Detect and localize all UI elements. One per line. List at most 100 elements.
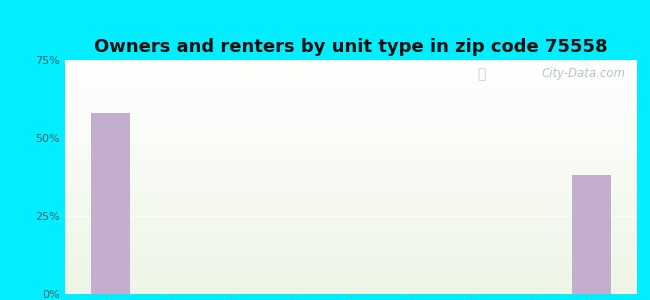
Bar — [65, 271, 637, 273]
Bar — [65, 221, 637, 224]
Bar — [65, 90, 637, 93]
Bar — [65, 200, 637, 203]
Bar — [65, 72, 637, 74]
Bar — [65, 154, 637, 156]
Bar — [91, 113, 130, 294]
Bar — [65, 140, 637, 142]
Bar — [65, 95, 637, 98]
Bar — [65, 203, 637, 205]
Bar — [65, 165, 637, 168]
Bar — [65, 128, 637, 130]
Bar — [65, 224, 637, 226]
Bar — [65, 287, 637, 289]
Bar — [65, 280, 637, 282]
Bar — [65, 268, 637, 271]
Bar — [65, 125, 637, 128]
Bar — [65, 254, 637, 256]
Bar — [65, 93, 637, 95]
Text: ⓘ: ⓘ — [477, 67, 485, 81]
Bar — [65, 102, 637, 104]
Bar — [65, 137, 637, 140]
Bar — [65, 142, 637, 144]
Bar — [65, 144, 637, 147]
Bar — [65, 156, 637, 158]
Bar — [65, 210, 637, 212]
Bar — [65, 76, 637, 79]
Bar — [65, 123, 637, 125]
Bar — [65, 112, 637, 114]
Bar — [65, 151, 637, 154]
Bar — [65, 170, 637, 172]
Bar — [65, 86, 637, 88]
Bar — [65, 250, 637, 252]
Bar — [65, 282, 637, 285]
Bar — [65, 198, 637, 200]
Bar — [65, 177, 637, 179]
Bar — [65, 98, 637, 100]
Bar — [65, 236, 637, 238]
Bar — [65, 88, 637, 90]
Bar — [65, 259, 637, 261]
Bar — [65, 83, 637, 86]
Bar — [65, 238, 637, 240]
Bar — [65, 107, 637, 109]
Bar — [65, 62, 637, 65]
Bar — [65, 175, 637, 177]
Bar — [65, 214, 637, 217]
Bar — [65, 109, 637, 112]
Bar — [65, 172, 637, 175]
Bar — [65, 196, 637, 198]
Bar — [65, 212, 637, 214]
Bar — [65, 135, 637, 137]
Bar — [65, 292, 637, 294]
Bar — [65, 273, 637, 275]
Bar — [65, 205, 637, 207]
Bar — [65, 219, 637, 221]
Bar — [65, 118, 637, 121]
Bar — [65, 133, 637, 135]
Bar — [65, 160, 637, 163]
Bar — [65, 65, 637, 67]
Bar — [65, 116, 637, 119]
Bar — [65, 217, 637, 219]
Bar — [65, 114, 637, 116]
Bar — [65, 100, 637, 102]
Bar — [65, 229, 637, 231]
Text: City-Data.com: City-Data.com — [541, 67, 625, 80]
Bar — [65, 231, 637, 233]
Bar — [65, 285, 637, 287]
Bar — [65, 182, 637, 184]
Bar — [65, 240, 637, 242]
Bar — [65, 245, 637, 247]
Bar — [65, 278, 637, 280]
Bar — [65, 179, 637, 182]
Bar — [65, 184, 637, 186]
Bar — [65, 163, 637, 165]
Bar — [65, 147, 637, 149]
Bar — [65, 60, 637, 62]
Bar — [65, 207, 637, 210]
Bar — [65, 233, 637, 236]
Bar — [65, 158, 637, 160]
Bar — [65, 275, 637, 278]
Title: Owners and renters by unit type in zip code 75558: Owners and renters by unit type in zip c… — [94, 38, 608, 56]
Bar — [65, 256, 637, 259]
Bar — [65, 289, 637, 292]
Bar — [65, 191, 637, 194]
Bar — [65, 194, 637, 196]
Bar — [65, 149, 637, 151]
Bar — [65, 247, 637, 250]
Bar — [65, 252, 637, 254]
Bar — [65, 189, 637, 191]
Bar — [65, 168, 637, 170]
Bar — [65, 264, 637, 266]
Bar — [65, 226, 637, 229]
Bar — [65, 104, 637, 107]
Bar — [572, 176, 611, 294]
Bar — [65, 130, 637, 133]
Bar — [65, 121, 637, 123]
Bar — [65, 69, 637, 72]
Bar — [65, 186, 637, 189]
Bar — [65, 67, 637, 69]
Bar — [65, 79, 637, 81]
